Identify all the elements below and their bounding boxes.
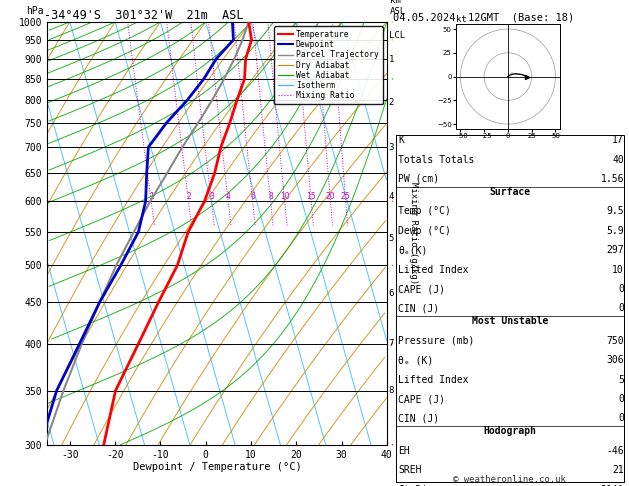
Text: Most Unstable: Most Unstable [472, 316, 548, 326]
Text: CIN (J): CIN (J) [398, 414, 439, 423]
Text: LCL: LCL [389, 31, 404, 40]
Text: SREH: SREH [398, 465, 421, 475]
Text: 3: 3 [209, 192, 214, 201]
Text: Totals Totals: Totals Totals [398, 155, 474, 165]
Text: 5: 5 [389, 234, 394, 243]
Text: K: K [398, 135, 404, 145]
Text: hPa: hPa [26, 5, 44, 16]
X-axis label: Dewpoint / Temperature (°C): Dewpoint / Temperature (°C) [133, 462, 301, 472]
Text: 0: 0 [618, 303, 624, 313]
Text: 15: 15 [306, 192, 316, 201]
Text: Hodograph: Hodograph [484, 426, 537, 436]
Text: 9.5: 9.5 [606, 206, 624, 216]
Text: Pressure (mb): Pressure (mb) [398, 336, 474, 346]
Text: -46: -46 [606, 446, 624, 456]
Text: 21: 21 [612, 465, 624, 475]
Text: 3: 3 [389, 142, 394, 152]
Text: © weatheronline.co.uk: © weatheronline.co.uk [453, 474, 566, 484]
Text: 304°: 304° [601, 485, 624, 486]
Text: km
ASL: km ASL [390, 0, 406, 16]
Text: CIN (J): CIN (J) [398, 303, 439, 313]
Text: 0: 0 [618, 394, 624, 404]
Text: EH: EH [398, 446, 410, 456]
Text: 5.9: 5.9 [606, 226, 624, 236]
Text: 0: 0 [618, 284, 624, 294]
Text: 306: 306 [606, 355, 624, 365]
Text: 1: 1 [389, 55, 394, 64]
Text: 6: 6 [250, 192, 255, 201]
Text: 297: 297 [606, 245, 624, 255]
Text: 10: 10 [280, 192, 289, 201]
Text: 7: 7 [389, 339, 394, 348]
Text: Lifted Index: Lifted Index [398, 375, 469, 384]
Text: 0: 0 [618, 414, 624, 423]
Text: θₑ(K): θₑ(K) [398, 245, 428, 255]
Text: CAPE (J): CAPE (J) [398, 284, 445, 294]
Text: 20: 20 [326, 192, 335, 201]
Text: 04.05.2024  12GMT  (Base: 18): 04.05.2024 12GMT (Base: 18) [393, 12, 574, 22]
Text: 8: 8 [389, 386, 394, 395]
Text: 10: 10 [612, 264, 624, 275]
Legend: Temperature, Dewpoint, Parcel Trajectory, Dry Adiabat, Wet Adiabat, Isotherm, Mi: Temperature, Dewpoint, Parcel Trajectory… [274, 26, 383, 104]
Text: 4: 4 [226, 192, 231, 201]
Text: 17: 17 [612, 135, 624, 145]
Text: θₑ (K): θₑ (K) [398, 355, 433, 365]
Text: 4: 4 [389, 192, 394, 201]
Text: 40: 40 [612, 155, 624, 165]
Text: 8: 8 [268, 192, 273, 201]
Text: Dewp (°C): Dewp (°C) [398, 226, 451, 236]
Text: Temp (°C): Temp (°C) [398, 206, 451, 216]
Text: kt: kt [455, 15, 467, 24]
Text: 2: 2 [186, 192, 191, 201]
Text: 1.56: 1.56 [601, 174, 624, 184]
Text: 2: 2 [389, 98, 394, 107]
Text: Surface: Surface [489, 187, 531, 197]
Text: 5: 5 [618, 375, 624, 384]
Text: -34°49'S  301°32'W  21m  ASL: -34°49'S 301°32'W 21m ASL [44, 9, 243, 22]
Text: PW (cm): PW (cm) [398, 174, 439, 184]
Text: 1: 1 [149, 192, 153, 201]
Text: StmDir: StmDir [398, 485, 433, 486]
Text: Lifted Index: Lifted Index [398, 264, 469, 275]
Text: Mixing Ratio (g/kg): Mixing Ratio (g/kg) [409, 182, 418, 284]
Text: 25: 25 [341, 192, 350, 201]
Text: CAPE (J): CAPE (J) [398, 394, 445, 404]
Text: 6: 6 [389, 289, 394, 297]
Text: 750: 750 [606, 336, 624, 346]
